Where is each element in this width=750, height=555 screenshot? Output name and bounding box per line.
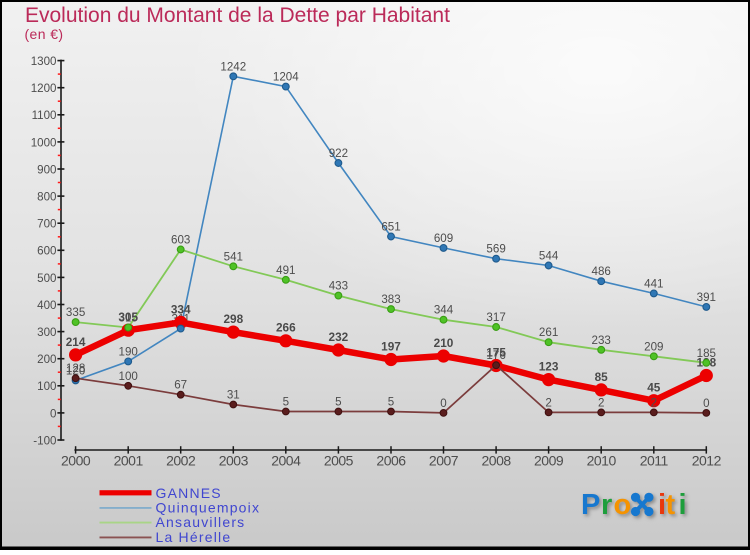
svg-text:300: 300 — [37, 326, 56, 339]
svg-text:232: 232 — [329, 330, 349, 344]
svg-text:175: 175 — [486, 345, 506, 359]
svg-text:441: 441 — [644, 277, 663, 290]
svg-text:298: 298 — [223, 312, 243, 326]
svg-text:100: 100 — [119, 370, 138, 383]
svg-text:0: 0 — [703, 397, 709, 410]
svg-text:190: 190 — [119, 345, 138, 358]
svg-text:1200: 1200 — [31, 82, 57, 95]
svg-text:123: 123 — [539, 360, 559, 374]
svg-text:5: 5 — [388, 396, 394, 409]
svg-text:544: 544 — [539, 250, 559, 263]
svg-text:433: 433 — [329, 280, 348, 293]
svg-text:317: 317 — [486, 311, 505, 324]
svg-text:334: 334 — [171, 302, 191, 316]
svg-text:Ansauvillers: Ansauvillers — [156, 514, 246, 530]
svg-text:214: 214 — [66, 335, 86, 349]
svg-text:2002: 2002 — [166, 453, 196, 469]
svg-text:5: 5 — [283, 396, 289, 409]
svg-text:2004: 2004 — [271, 453, 301, 469]
svg-text:305: 305 — [118, 310, 138, 324]
svg-text:486: 486 — [592, 265, 611, 278]
svg-text:Evolution du Montant de la Det: Evolution du Montant de la Dette par Hab… — [25, 4, 450, 27]
svg-text:2006: 2006 — [376, 453, 406, 469]
svg-text:45: 45 — [647, 381, 661, 395]
svg-text:197: 197 — [381, 339, 401, 353]
svg-text:o: o — [614, 489, 632, 521]
svg-text:266: 266 — [276, 321, 296, 335]
svg-text:500: 500 — [37, 272, 56, 285]
svg-text:-100: -100 — [33, 434, 56, 447]
svg-text:541: 541 — [224, 250, 243, 263]
svg-text:67: 67 — [174, 379, 187, 392]
svg-text:800: 800 — [37, 191, 56, 204]
svg-text:315: 315 — [119, 312, 138, 325]
svg-text:391: 391 — [697, 291, 716, 304]
svg-text:85: 85 — [595, 370, 609, 384]
svg-text:922: 922 — [329, 147, 348, 160]
svg-text:491: 491 — [276, 264, 295, 277]
svg-text:0: 0 — [440, 397, 446, 410]
svg-text:900: 900 — [37, 163, 56, 176]
svg-text:210: 210 — [434, 336, 454, 350]
svg-text:2008: 2008 — [482, 453, 512, 469]
svg-text:2012: 2012 — [692, 453, 722, 469]
svg-text:Quinquempoix: Quinquempoix — [156, 500, 261, 516]
svg-text:700: 700 — [37, 218, 56, 231]
svg-text:603: 603 — [171, 234, 190, 247]
svg-text:100: 100 — [37, 380, 56, 393]
svg-text:1204: 1204 — [273, 71, 299, 84]
svg-text:5: 5 — [335, 396, 341, 409]
svg-text:2001: 2001 — [114, 453, 144, 469]
svg-text:2: 2 — [651, 396, 657, 409]
svg-text:i: i — [679, 489, 688, 521]
svg-text:335: 335 — [66, 306, 85, 319]
svg-text:0: 0 — [50, 407, 56, 420]
svg-text:651: 651 — [381, 221, 400, 234]
svg-text:600: 600 — [37, 245, 56, 258]
svg-text:i: i — [658, 489, 667, 521]
svg-text:(en €): (en €) — [25, 26, 64, 42]
svg-text:233: 233 — [592, 334, 611, 347]
svg-text:2: 2 — [545, 396, 551, 409]
svg-text:344: 344 — [434, 304, 454, 317]
svg-text:La Hérelle: La Hérelle — [156, 529, 232, 545]
svg-text:383: 383 — [381, 293, 400, 306]
svg-text:1100: 1100 — [32, 109, 57, 122]
svg-text:1242: 1242 — [220, 60, 246, 73]
svg-text:2011: 2011 — [640, 453, 669, 469]
svg-text:2005: 2005 — [324, 453, 354, 469]
svg-text:261: 261 — [539, 326, 558, 339]
svg-text:2009: 2009 — [534, 453, 564, 469]
svg-text:569: 569 — [486, 243, 505, 256]
svg-text:185: 185 — [697, 347, 716, 360]
svg-text:2003: 2003 — [219, 453, 249, 469]
svg-text:609: 609 — [434, 232, 453, 245]
svg-text:176: 176 — [486, 349, 505, 362]
svg-text:t: t — [666, 489, 676, 521]
svg-text:2007: 2007 — [429, 453, 459, 469]
svg-text:GANNES: GANNES — [156, 485, 222, 501]
svg-text:2000: 2000 — [61, 453, 91, 469]
svg-text:209: 209 — [644, 340, 663, 353]
svg-text:2: 2 — [598, 396, 604, 409]
svg-text:1000: 1000 — [31, 136, 57, 149]
svg-text:2010: 2010 — [587, 453, 617, 469]
svg-text:400: 400 — [37, 299, 56, 312]
svg-text:P: P — [581, 489, 601, 521]
svg-text:200: 200 — [37, 353, 56, 366]
svg-text:120: 120 — [66, 364, 85, 377]
svg-text:128: 128 — [66, 362, 85, 375]
svg-text:31: 31 — [227, 389, 240, 402]
svg-text:r: r — [601, 489, 613, 521]
svg-text:1300: 1300 — [31, 55, 57, 68]
